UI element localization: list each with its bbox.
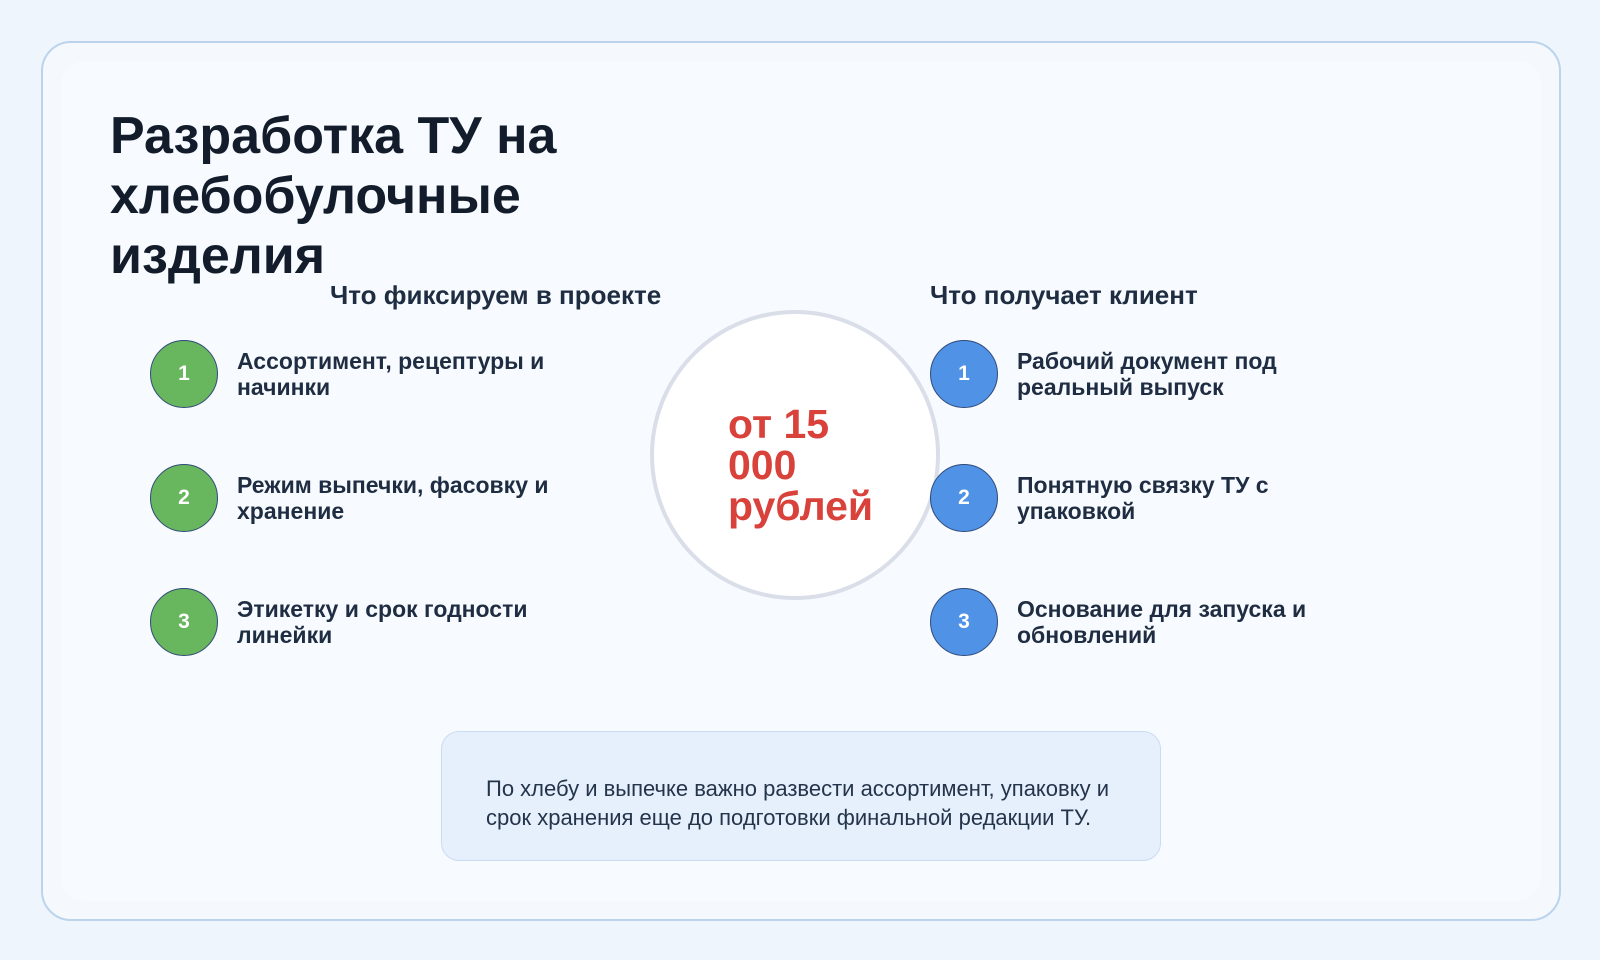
note-box: По хлебу и выпечке важно развести ассорт… (441, 731, 1161, 861)
list-item: 2 Понятную связку ТУ с упаковкой (930, 464, 1377, 532)
list-item-text: Понятную связку ТУ с упаковкой (1017, 472, 1269, 524)
list-item-text: Основание для запуска и обновлений (1017, 596, 1307, 648)
step-number-badge: 3 (150, 588, 218, 656)
note-text: По хлебу и выпечке важно развести ассорт… (486, 776, 1109, 830)
step-number-badge: 1 (930, 340, 998, 408)
left-heading: Что фиксируем в проекте (330, 280, 662, 310)
step-number-badge: 2 (930, 464, 998, 532)
list-item: 1 Ассортимент, рецептуры и начинки (150, 340, 597, 408)
page-title: Разработка ТУ на хлебобулочные изделия (110, 107, 557, 285)
step-number-badge: 3 (930, 588, 998, 656)
list-item: 3 Основание для запуска и обновлений (930, 588, 1337, 656)
step-number-badge: 1 (150, 340, 218, 408)
list-item: 2 Режим выпечки, фасовку и хранение (150, 464, 597, 532)
step-number-badge: 2 (150, 464, 218, 532)
list-item-text: Рабочий документ под реальный выпуск (1017, 348, 1277, 400)
list-item-text: Режим выпечки, фасовку и хранение (237, 472, 549, 524)
price-circle: от 15 000 рублей (650, 310, 940, 600)
list-item: 1 Рабочий документ под реальный выпуск (930, 340, 1377, 408)
list-item: 3 Этикетку и срок годности линейки (150, 588, 597, 656)
right-heading: Что получает клиент (930, 280, 1198, 310)
price-text: от 15 000 рублей (728, 401, 874, 529)
list-item-text: Ассортимент, рецептуры и начинки (237, 348, 545, 400)
list-item-text: Этикетку и срок годности линейки (237, 596, 528, 648)
